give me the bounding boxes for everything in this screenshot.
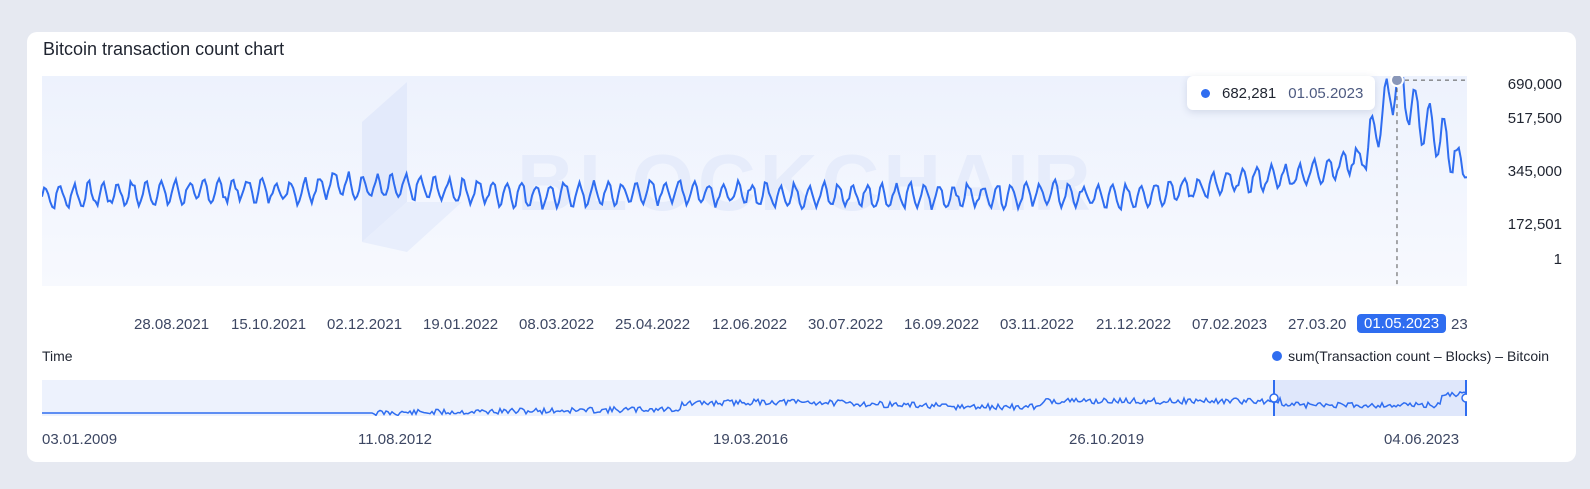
x-tick-label: 30.07.2022 (808, 316, 884, 333)
hover-point-marker (1389, 76, 1404, 88)
navigator-selection[interactable] (1274, 380, 1467, 416)
chart-title: Bitcoin transaction count chart (43, 39, 285, 59)
navigator-tick-label: 19.03.2016 (713, 431, 789, 448)
x-tick-label: 08.03.2022 (519, 316, 595, 333)
navigator-tick-label: 04.06.2023 (1384, 431, 1460, 448)
legend-label: sum(Transaction count – Blocks) – Bitcoi… (1288, 348, 1549, 364)
x-tick-label: 23 (1451, 316, 1468, 333)
x-tick-label: 25.04.2022 (615, 316, 691, 333)
x-tick-label: 03.11.2022 (1000, 316, 1074, 333)
x-tick-label: 27.03.20 (1288, 316, 1347, 333)
tooltip-value: 682,281 (1222, 84, 1277, 102)
y-tick-label: 345,000 (1507, 163, 1562, 180)
blockchair-logo-icon (362, 82, 462, 252)
navigator-track[interactable] (42, 380, 1467, 416)
x-tick-label: 21.12.2022 (1096, 316, 1172, 333)
series-line (42, 77, 1467, 212)
navigator-chart[interactable] (42, 380, 1467, 416)
x-tick-label: 02.12.2021 (327, 316, 403, 333)
x-tick-label: 12.06.2022 (712, 316, 788, 333)
navigator-series-line (42, 390, 1467, 416)
y-tick-label: 172,501 (1507, 216, 1562, 233)
tooltip-date: 01.05.2023 (1288, 84, 1364, 102)
navigator-handle-grip[interactable] (1461, 393, 1467, 403)
plot-area[interactable] (42, 76, 1467, 286)
x-tick-label: 28.08.2021 (134, 316, 210, 333)
chart-card: Bitcoin transaction count chart BLOCKCHA… (27, 32, 1576, 462)
navigator-tick-label: 03.01.2009 (42, 431, 118, 448)
legend-item[interactable]: sum(Transaction count – Blocks) – Bitcoi… (1272, 348, 1549, 364)
x-axis-label: Time (42, 348, 73, 364)
watermark-text: BLOCKCHAIR (517, 138, 1095, 227)
hover-tooltip: 682,281 01.05.2023 (1187, 76, 1376, 110)
x-crosshair-label: 01.05.2023 (1357, 314, 1447, 333)
navigator-tick-label: 26.10.2019 (1069, 431, 1145, 448)
navigator-handle-grip[interactable] (1269, 393, 1279, 403)
y-tick-label: 517,500 (1507, 110, 1562, 127)
x-tick-label: 16.09.2022 (904, 316, 980, 333)
x-tick-label: 07.02.2023 (1192, 316, 1268, 333)
main-line-chart[interactable] (42, 76, 1467, 286)
y-tick-label: 690,000 (1507, 76, 1562, 93)
x-tick-label: 15.10.2021 (231, 316, 307, 333)
navigator-tick-label: 11.08.2012 (358, 431, 432, 448)
series-dot-icon (1201, 88, 1210, 98)
y-tick-label: 1 (1553, 251, 1562, 268)
legend-dot-icon (1272, 351, 1283, 361)
x-tick-label: 19.01.2022 (423, 316, 499, 333)
